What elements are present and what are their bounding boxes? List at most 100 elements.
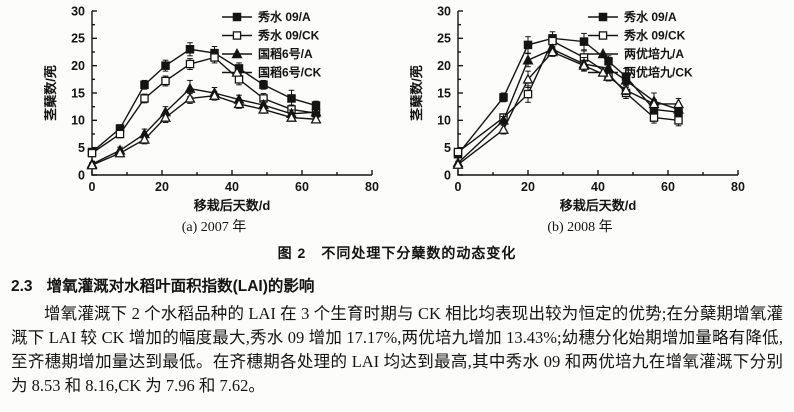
legend-label: 秀水 09/CK	[257, 28, 320, 43]
data-marker	[161, 76, 170, 86]
series-秀水 09/CK	[453, 35, 683, 157]
data-marker	[86, 159, 98, 170]
legend: 秀水 09/A 秀水 09/CK 国稻6号/A 国稻6号/CK	[222, 9, 322, 80]
data-marker	[598, 31, 608, 40]
section-title: 增氧灌溉对水稻叶面积指数(LAI)的影响	[46, 278, 315, 295]
svg-text:25: 25	[437, 32, 451, 46]
data-marker	[232, 12, 242, 22]
svg-text:5: 5	[78, 141, 85, 155]
axes	[91, 10, 373, 176]
data-marker	[258, 103, 269, 114]
svg-text:20: 20	[155, 180, 169, 194]
data-marker	[579, 37, 589, 46]
data-marker	[140, 80, 149, 90]
data-marker	[598, 12, 608, 22]
y-axis-label: 茎蘖数/蔸	[410, 65, 424, 121]
legend-label: 国稻6号/CK	[258, 65, 322, 80]
svg-text:40: 40	[591, 180, 605, 194]
svg-text:25: 25	[71, 32, 85, 46]
legend: 秀水 09/A 秀水 09/CK 两优培九/A 两优培九/CK	[588, 9, 693, 80]
figure-2-charts: 0 20 40 60 80 0 5 10 15 20 25 30 移栽后天数/d 茎蘖数/蔸 秀水 09/A…	[44, 3, 745, 236]
data-marker	[674, 116, 683, 125]
svg-text:10: 10	[71, 114, 85, 128]
data-marker	[232, 31, 242, 40]
data-marker	[649, 113, 659, 122]
data-marker	[234, 75, 244, 84]
data-marker	[287, 94, 296, 103]
section-2-3: 2.3 增氧灌溉对水稻叶面积指数(LAI)的影响 增氧灌溉下 2 个水稻品种的 L…	[0, 274, 794, 398]
data-marker	[210, 53, 219, 62]
data-marker	[231, 66, 243, 77]
data-marker	[114, 147, 126, 158]
svg-text:80: 80	[365, 180, 379, 194]
section-heading: 2.3 增氧灌溉对水稻叶面积指数(LAI)的影响	[11, 274, 783, 296]
svg-text:5: 5	[444, 141, 451, 155]
legend-label: 秀水 09/CK	[623, 28, 686, 43]
svg-text:60: 60	[661, 180, 675, 194]
data-marker	[231, 48, 243, 59]
svg-text:15: 15	[437, 86, 451, 100]
legend-label: 秀水 09/A	[623, 9, 677, 24]
data-marker	[499, 93, 508, 102]
data-marker	[523, 40, 533, 50]
data-marker	[620, 84, 632, 95]
data-marker	[523, 89, 533, 99]
svg-text:0: 0	[78, 168, 85, 182]
data-marker	[209, 89, 220, 100]
x-axis-label: 移栽后天数/d	[194, 198, 271, 213]
svg-text:60: 60	[295, 180, 309, 194]
data-marker	[184, 92, 196, 103]
data-marker	[522, 73, 534, 84]
svg-text:30: 30	[71, 4, 85, 18]
legend-label: 秀水 09/A	[257, 9, 311, 24]
series-line	[91, 95, 317, 166]
series-line	[91, 87, 317, 165]
svg-text:0: 0	[444, 168, 451, 182]
data-marker	[115, 129, 125, 139]
subfigure-b-label: (b) 2008 年	[547, 220, 613, 235]
svg-text:15: 15	[71, 86, 85, 100]
legend-label: 两优培九/A	[624, 46, 684, 61]
figure-caption: 图 2 不同处理下分蘖数的动态变化	[277, 245, 517, 261]
data-marker	[578, 59, 590, 70]
data-marker	[286, 111, 297, 122]
x-axis-label: 移栽后天数/d	[560, 198, 637, 213]
data-marker	[161, 61, 170, 70]
data-marker	[140, 94, 149, 103]
data-marker	[160, 111, 171, 122]
subfigure-a-label: (a) 2007 年	[181, 220, 247, 235]
chart-2007: 0 20 40 60 80 0 5 10 15 20 25 30 移栽后天数/d 茎蘖数/蔸 秀水 09/A…	[44, 3, 384, 236]
section-number: 2.3	[11, 278, 33, 295]
data-marker	[547, 46, 558, 57]
data-marker	[453, 147, 463, 157]
data-marker	[673, 97, 684, 109]
data-marker	[259, 80, 268, 90]
data-marker	[498, 123, 509, 134]
data-marker	[185, 59, 195, 69]
axis-tick-labels: 0 20 40 60 80 0 5 10 15 20 25 30	[437, 4, 745, 194]
y-axis-label: 茎蘖数/蔸	[44, 65, 58, 121]
series-国稻6号/CK	[86, 89, 322, 170]
svg-text:20: 20	[437, 59, 451, 73]
data-marker	[87, 148, 97, 158]
legend-label: 国稻6号/A	[258, 46, 313, 61]
data-marker	[310, 113, 322, 124]
data-marker	[648, 97, 660, 109]
svg-text:0: 0	[455, 180, 462, 194]
data-marker	[597, 48, 609, 59]
data-marker	[597, 66, 609, 77]
svg-text:0: 0	[89, 180, 96, 194]
svg-text:40: 40	[225, 180, 239, 194]
svg-text:20: 20	[71, 59, 85, 73]
data-marker	[620, 74, 632, 85]
svg-text:10: 10	[437, 114, 451, 128]
svg-text:30: 30	[437, 4, 451, 18]
data-marker	[233, 97, 245, 109]
chart-2008-svg: 0 20 40 60 80 0 5 10 15 20 25 30 移栽后天数/d 茎蘖数/蔸 秀水 09/A…	[410, 4, 745, 213]
svg-text:80: 80	[731, 180, 745, 194]
series-line	[91, 56, 317, 154]
chart-2007-svg: 0 20 40 60 80 0 5 10 15 20 25 30 移栽后天数/d 茎蘖数/蔸 秀水 09/A…	[44, 4, 379, 213]
axis-tick-labels: 0 20 40 60 80 0 5 10 15 20 25 30	[71, 4, 379, 194]
series-两优培九/A	[452, 43, 684, 168]
